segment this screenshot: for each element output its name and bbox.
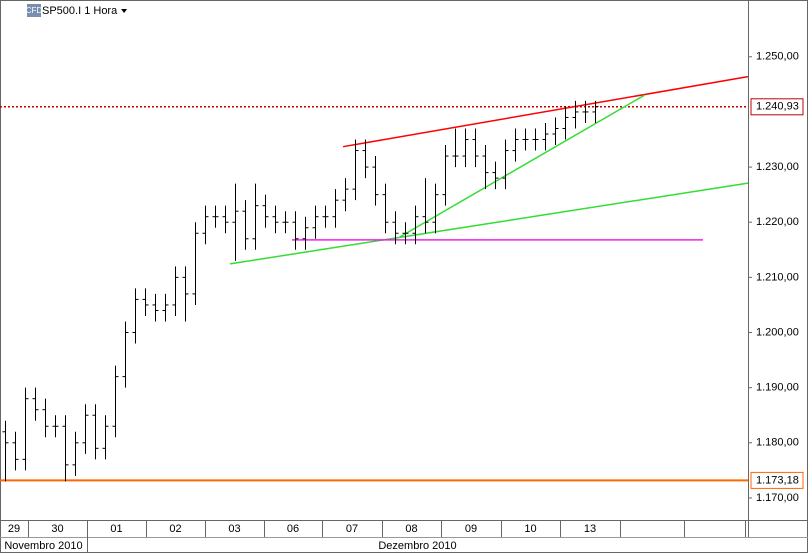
dropdown-arrow[interactable] <box>121 9 128 13</box>
icon-text: CFD <box>26 6 43 15</box>
price-level-box <box>750 471 804 489</box>
price-level-label: 1.240,93 <box>756 101 799 113</box>
y-tick-label: 1.220,00 <box>756 216 799 228</box>
month-label: Dezembro 2010 <box>378 540 456 552</box>
x-tick-label: 03 <box>228 523 240 535</box>
x-tick-label: 02 <box>169 523 181 535</box>
y-tick-label: 1.200,00 <box>756 326 799 338</box>
y-tick-label: 1.210,00 <box>756 271 799 283</box>
x-tick-label: 08 <box>405 523 417 535</box>
x-tick-label: 01 <box>110 523 122 535</box>
y-tick-label: 1.170,00 <box>756 492 799 504</box>
price-level-label: 1.173,18 <box>756 474 799 486</box>
y-tick-label: 1.190,00 <box>756 382 799 394</box>
x-tick-label: 07 <box>346 523 358 535</box>
x-tick-label: 06 <box>287 523 299 535</box>
trendline <box>342 75 749 148</box>
trendline <box>399 94 646 238</box>
y-tick-label: 1.180,00 <box>756 437 799 449</box>
x-tick-label: 13 <box>584 523 596 535</box>
x-tick-label: 09 <box>465 523 477 535</box>
y-tick-label: 1.230,00 <box>756 161 799 173</box>
cfd-icon <box>27 4 41 17</box>
x-tick-label: 10 <box>524 523 536 535</box>
trendline <box>229 182 749 265</box>
month-label: Novembro 2010 <box>4 540 82 552</box>
x-tick-label: 29 <box>8 523 20 535</box>
x-tick-label: 30 <box>51 523 63 535</box>
chart-title[interactable]: SP500.I 1 Hora <box>42 5 118 17</box>
y-tick-label: 1.250,00 <box>756 51 799 63</box>
price-level-box <box>750 98 804 116</box>
